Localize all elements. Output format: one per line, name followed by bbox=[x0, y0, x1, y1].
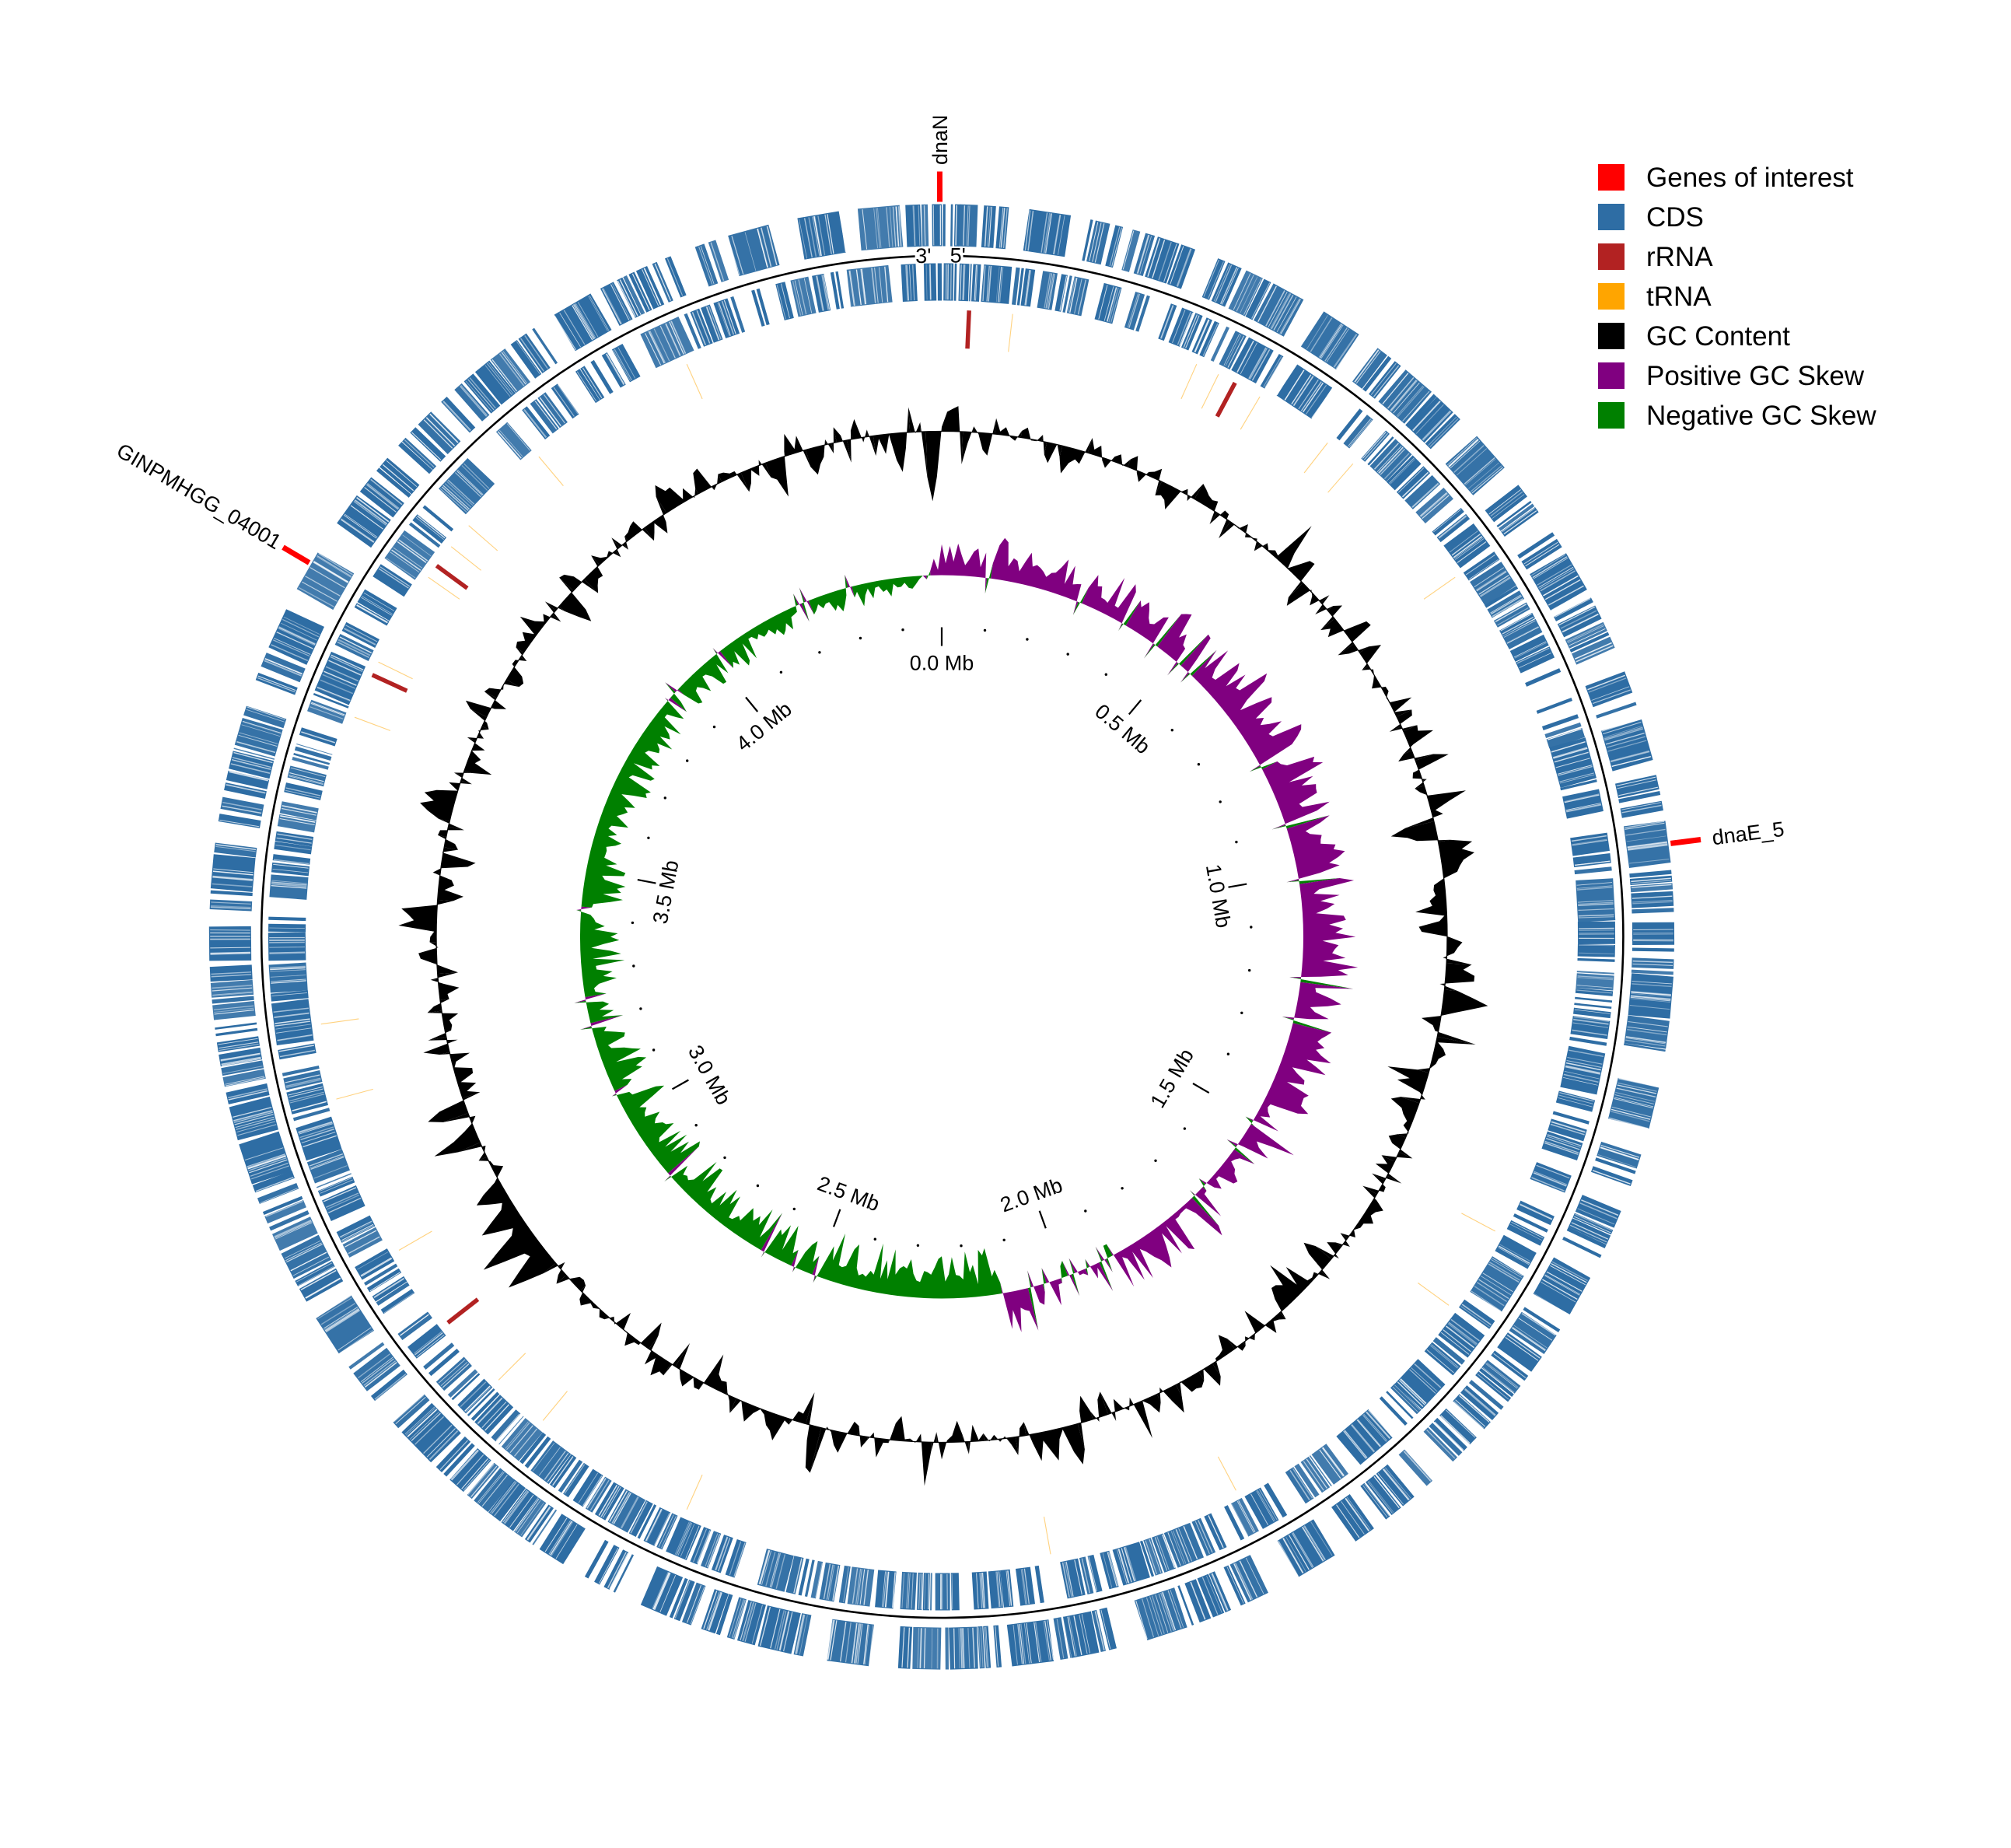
svg-text:5': 5' bbox=[950, 244, 966, 268]
svg-text:Negative GC Skew: Negative GC Skew bbox=[1646, 401, 1876, 431]
svg-text:GC Content: GC Content bbox=[1646, 321, 1790, 352]
svg-text:Positive GC Skew: Positive GC Skew bbox=[1646, 361, 1865, 391]
svg-text:3': 3' bbox=[915, 244, 931, 268]
svg-text:0.0 Mb: 0.0 Mb bbox=[910, 652, 974, 675]
svg-text:rRNA: rRNA bbox=[1646, 242, 1713, 272]
svg-text:tRNA: tRNA bbox=[1646, 282, 1712, 312]
svg-text:dnaN: dnaN bbox=[929, 114, 952, 165]
svg-text:CDS: CDS bbox=[1646, 202, 1704, 233]
svg-text:Genes of interest: Genes of interest bbox=[1646, 163, 1854, 193]
